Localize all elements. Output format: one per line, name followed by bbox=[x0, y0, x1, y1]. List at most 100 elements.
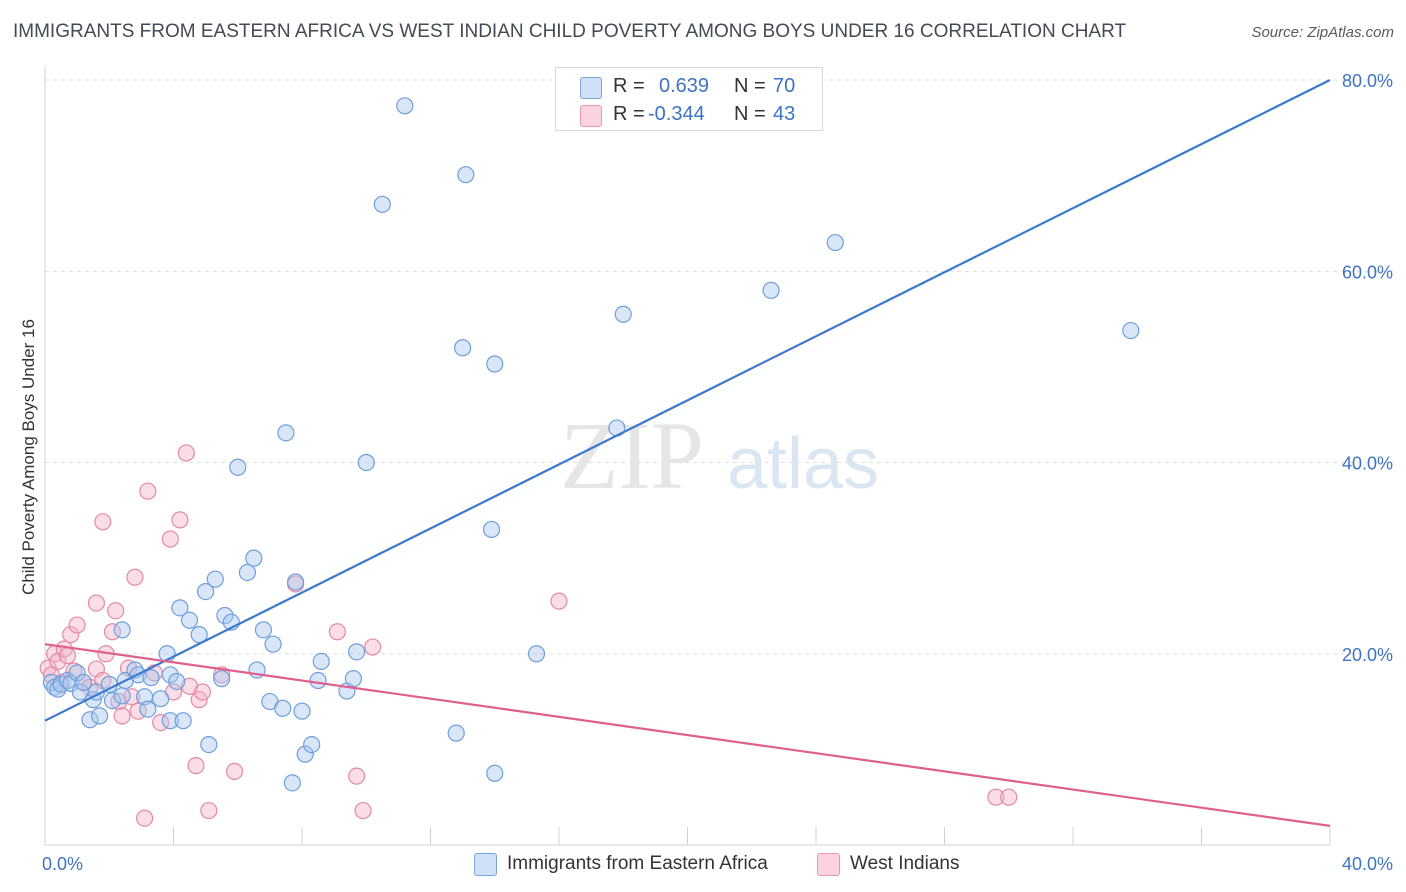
west-indians-point bbox=[62, 626, 80, 644]
eastern-africa-point bbox=[762, 281, 780, 299]
source-label: Source: ZipAtlas.com bbox=[1251, 24, 1394, 41]
tick-labels: 20.0% 40.0% 60.0% 80.0% 0.0% 40.0% bbox=[42, 71, 1393, 874]
watermark-atlas: atlas bbox=[727, 424, 879, 504]
eastern-africa-point bbox=[283, 774, 301, 792]
west-indians-point bbox=[161, 530, 179, 548]
eastern-africa-point bbox=[113, 621, 131, 639]
eastern-africa-point bbox=[482, 520, 501, 539]
eastern-africa-point bbox=[245, 549, 263, 567]
west-indians-point bbox=[193, 683, 212, 701]
eastern-africa-point bbox=[139, 700, 157, 718]
eastern-africa-point bbox=[486, 355, 504, 373]
eastern-africa-point bbox=[206, 570, 224, 588]
watermark: ZIP atlas bbox=[560, 402, 879, 509]
west-indians-point bbox=[139, 482, 157, 500]
west-indians-trend-line bbox=[44, 643, 1331, 827]
y-tick-label: 60.0% bbox=[1342, 262, 1393, 282]
eastern-africa-point bbox=[174, 712, 192, 730]
bottom-legend-swatch-pink bbox=[817, 853, 840, 876]
west-indians-point bbox=[87, 594, 106, 612]
eastern-africa-point bbox=[357, 453, 375, 472]
eastern-africa-point bbox=[396, 97, 414, 115]
west-indians-point bbox=[177, 444, 195, 462]
eastern-africa-point bbox=[238, 563, 256, 582]
eastern-africa-point bbox=[457, 166, 475, 184]
legend-row-eastern-africa: R = 0.639 N = 70 bbox=[556, 73, 822, 101]
legend-r-label: R = bbox=[613, 103, 645, 125]
y-tick-label: 20.0% bbox=[1342, 645, 1393, 665]
eastern-africa-point bbox=[293, 702, 311, 720]
eastern-africa-point bbox=[213, 670, 231, 688]
west-indians-point bbox=[171, 511, 189, 529]
eastern-africa-point bbox=[168, 672, 186, 691]
eastern-africa-point bbox=[277, 424, 295, 442]
west-indians-point bbox=[225, 762, 244, 780]
eastern-africa-point bbox=[254, 621, 273, 639]
eastern-africa-point bbox=[309, 671, 327, 690]
west-indians-point bbox=[187, 757, 205, 775]
x-tick-label: 40.0% bbox=[1342, 854, 1393, 874]
eastern-africa-point bbox=[62, 674, 80, 692]
eastern-africa-point bbox=[161, 712, 179, 730]
eastern-africa-point bbox=[303, 735, 321, 754]
eastern-africa-point bbox=[171, 599, 189, 617]
eastern-africa-point bbox=[229, 458, 247, 476]
eastern-africa-point bbox=[486, 764, 504, 782]
west-indians-point bbox=[348, 767, 366, 785]
eastern-africa-point bbox=[100, 675, 118, 693]
watermark-zip: ZIP bbox=[560, 402, 704, 509]
eastern-africa-point bbox=[264, 635, 282, 653]
eastern-africa-point bbox=[200, 735, 218, 754]
eastern-africa-points bbox=[42, 97, 1140, 792]
west-indians-point bbox=[200, 801, 218, 820]
eastern-africa-point bbox=[142, 669, 160, 687]
eastern-africa-point bbox=[447, 724, 465, 742]
correlation-legend: R = 0.639 N = 70 R = -0.344 N = 43 bbox=[555, 67, 823, 131]
bottom-legend-swatch-blue bbox=[474, 853, 497, 876]
eastern-africa-point bbox=[312, 652, 330, 671]
y-tick-label: 40.0% bbox=[1342, 454, 1393, 474]
eastern-africa-point bbox=[614, 305, 632, 323]
legend-n-value: 43 bbox=[773, 103, 796, 125]
legend-r-value: -0.344 bbox=[648, 103, 705, 125]
west-indians-point bbox=[94, 513, 112, 531]
eastern-africa-point bbox=[296, 745, 314, 763]
eastern-africa-point bbox=[344, 670, 362, 688]
eastern-africa-point bbox=[348, 643, 366, 661]
eastern-africa-point bbox=[527, 645, 546, 663]
legend-r-label: R = bbox=[613, 75, 645, 97]
eastern-africa-point bbox=[68, 664, 86, 682]
eastern-africa-point bbox=[113, 687, 131, 705]
west-indians-point bbox=[135, 809, 154, 827]
legend-n-label: N = bbox=[734, 103, 766, 125]
west-indians-point bbox=[58, 647, 77, 665]
west-indians-point bbox=[550, 592, 568, 610]
eastern-africa-point bbox=[81, 711, 99, 729]
trend-lines bbox=[44, 79, 1331, 827]
west-indians-point bbox=[126, 568, 144, 586]
west-indians-point bbox=[1000, 788, 1018, 806]
y-tick-label: 80.0% bbox=[1342, 71, 1393, 91]
legend-n-value: 70 bbox=[773, 75, 796, 97]
eastern-africa-point bbox=[197, 582, 215, 601]
axes-layer bbox=[44, 66, 1331, 846]
eastern-africa-point bbox=[454, 339, 472, 357]
eastern-africa-point bbox=[216, 606, 234, 625]
west-indians-point bbox=[68, 616, 86, 634]
eastern-africa-point bbox=[74, 673, 93, 692]
bottom-legend-label: Immigrants from Eastern Africa bbox=[507, 853, 768, 874]
west-indians-point bbox=[987, 788, 1005, 806]
west-indians-points bbox=[39, 444, 1018, 827]
eastern-africa-point bbox=[152, 690, 170, 708]
eastern-africa-point bbox=[161, 666, 179, 684]
legend-n-label: N = bbox=[734, 75, 766, 97]
west-indians-point bbox=[354, 801, 372, 820]
legend-swatch-pink bbox=[580, 105, 602, 127]
eastern-africa-point bbox=[274, 699, 292, 717]
legend-r-value: 0.639 bbox=[659, 75, 710, 97]
west-indians-point bbox=[328, 623, 346, 641]
eastern-africa-point bbox=[826, 233, 844, 252]
eastern-africa-point bbox=[91, 707, 109, 725]
bottom-legend-label: West Indians bbox=[850, 853, 960, 874]
